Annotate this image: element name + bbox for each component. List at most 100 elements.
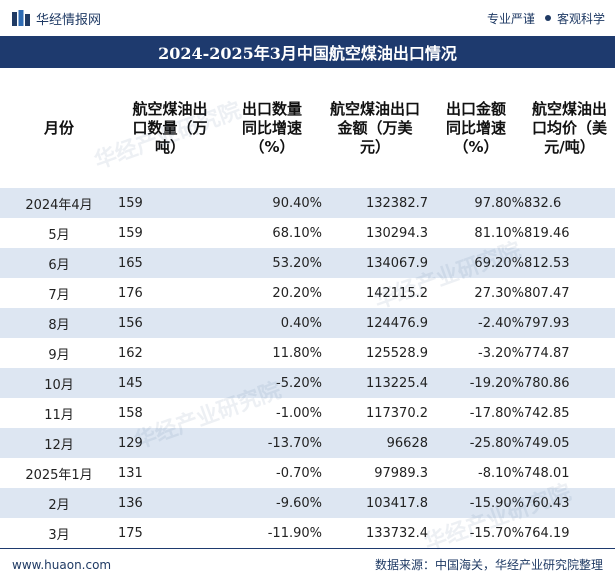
cell-price: 832.6 — [524, 188, 615, 218]
cell-quantity: 159 — [118, 218, 222, 248]
cell-quantity-yoy: -9.60% — [222, 488, 322, 518]
cell-month: 8月 — [0, 308, 118, 338]
table-row: 2024年4月 159 90.40% 132382.7 97.80% 832.6 — [0, 188, 615, 218]
cell-amount-yoy: -2.40% — [428, 308, 524, 338]
table-row: 10月 145 -5.20% 113225.4 -19.20% 780.86 — [0, 368, 615, 398]
cell-price: 742.85 — [524, 398, 615, 428]
footer: www.huaon.com 数据来源：中国海关，华经产业研究院整理 — [0, 548, 615, 580]
cell-quantity-yoy: 90.40% — [222, 188, 322, 218]
cell-quantity-yoy: -5.20% — [222, 368, 322, 398]
table-row: 6月 165 53.20% 134067.9 69.20% 812.53 — [0, 248, 615, 278]
cell-amount: 103417.8 — [322, 488, 428, 518]
cell-quantity: 175 — [118, 518, 222, 548]
col-header-price: 航空煤油出口均价（美元/吨） — [531, 99, 607, 156]
table-row: 7月 176 20.20% 142115.2 27.30% 807.47 — [0, 278, 615, 308]
cell-amount: 134067.9 — [322, 248, 428, 278]
table-header-row: 月份 航空煤油出口数量（万吨） 出口数量同比增速（%） 航空煤油出口金额（万美元… — [0, 68, 615, 188]
cell-quantity: 158 — [118, 398, 222, 428]
col-header-quantity-yoy: 出口数量同比增速（%） — [241, 99, 302, 156]
cell-amount-yoy: -15.90% — [428, 488, 524, 518]
cell-amount-yoy: -3.20% — [428, 338, 524, 368]
cell-month: 2月 — [0, 488, 118, 518]
cell-amount-yoy: 97.80% — [428, 188, 524, 218]
bullet-icon — [544, 15, 551, 21]
cell-month: 3月 — [0, 518, 118, 548]
col-header-month: 月份 — [43, 118, 74, 137]
table-row: 9月 162 11.80% 125528.9 -3.20% 774.87 — [0, 338, 615, 368]
brand-logo-icon — [12, 10, 30, 26]
cell-quantity: 165 — [118, 248, 222, 278]
col-header-amount: 航空煤油出口金额（万美元） — [330, 99, 421, 156]
col-header-amount-yoy: 出口金额同比增速（%） — [445, 99, 506, 156]
cell-amount: 125528.9 — [322, 338, 428, 368]
cell-amount-yoy: -25.80% — [428, 428, 524, 458]
cell-amount-yoy: 69.20% — [428, 248, 524, 278]
cell-quantity: 162 — [118, 338, 222, 368]
top-bar: 华经情报网 专业严谨 客观科学 — [0, 0, 615, 36]
table-row: 2025年1月 131 -0.70% 97989.3 -8.10% 748.01 — [0, 458, 615, 488]
brand-name: 华经情报网 — [36, 12, 102, 28]
table-row: 11月 158 -1.00% 117370.2 -17.80% 742.85 — [0, 398, 615, 428]
cell-price: 797.93 — [524, 308, 615, 338]
cell-month: 2024年4月 — [0, 188, 118, 218]
cell-quantity-yoy: 11.80% — [222, 338, 322, 368]
cell-price: 819.46 — [524, 218, 615, 248]
page-title: 2024-2025年3月中国航空煤油出口情况 — [0, 36, 615, 68]
cell-amount: 132382.7 — [322, 188, 428, 218]
cell-quantity: 129 — [118, 428, 222, 458]
table-row: 8月 156 0.40% 124476.9 -2.40% 797.93 — [0, 308, 615, 338]
cell-month: 11月 — [0, 398, 118, 428]
cell-amount-yoy: -15.70% — [428, 518, 524, 548]
cell-quantity-yoy: -0.70% — [222, 458, 322, 488]
slogan-right: 客观科学 — [556, 11, 605, 26]
cell-quantity: 176 — [118, 278, 222, 308]
cell-amount-yoy: 27.30% — [428, 278, 524, 308]
cell-quantity-yoy: -1.00% — [222, 398, 322, 428]
cell-amount: 142115.2 — [322, 278, 428, 308]
brand[interactable]: 华经情报网 — [12, 9, 101, 28]
cell-amount: 96628 — [322, 428, 428, 458]
cell-quantity-yoy: 68.10% — [222, 218, 322, 248]
col-header-quantity: 航空煤油出口数量（万吨） — [132, 99, 208, 156]
cell-price: 749.05 — [524, 428, 615, 458]
table-row: 12月 129 -13.70% 96628 -25.80% 749.05 — [0, 428, 615, 458]
table-row: 3月 175 -11.90% 133732.4 -15.70% 764.19 — [0, 518, 615, 548]
cell-quantity: 159 — [118, 188, 222, 218]
slogan: 专业严谨 客观科学 — [487, 10, 605, 27]
cell-quantity: 136 — [118, 488, 222, 518]
cell-month: 2025年1月 — [0, 458, 118, 488]
cell-quantity-yoy: -13.70% — [222, 428, 322, 458]
cell-price: 764.19 — [524, 518, 615, 548]
cell-amount: 113225.4 — [322, 368, 428, 398]
cell-amount-yoy: -8.10% — [428, 458, 524, 488]
cell-quantity: 156 — [118, 308, 222, 338]
cell-price: 812.53 — [524, 248, 615, 278]
cell-amount: 130294.3 — [322, 218, 428, 248]
cell-quantity-yoy: 0.40% — [222, 308, 322, 338]
website-link[interactable]: www.huaon.com — [12, 557, 112, 572]
cell-amount: 133732.4 — [322, 518, 428, 548]
slogan-left: 专业严谨 — [486, 11, 535, 26]
cell-amount: 124476.9 — [322, 308, 428, 338]
cell-quantity: 145 — [118, 368, 222, 398]
cell-price: 760.43 — [524, 488, 615, 518]
data-source: 数据来源：中国海关，华经产业研究院整理 — [374, 558, 603, 572]
cell-month: 12月 — [0, 428, 118, 458]
cell-quantity-yoy: 53.20% — [222, 248, 322, 278]
cell-month: 5月 — [0, 218, 118, 248]
cell-month: 6月 — [0, 248, 118, 278]
cell-price: 807.47 — [524, 278, 615, 308]
data-table: 月份 航空煤油出口数量（万吨） 出口数量同比增速（%） 航空煤油出口金额（万美元… — [0, 68, 615, 548]
cell-month: 10月 — [0, 368, 118, 398]
cell-quantity-yoy: 20.20% — [222, 278, 322, 308]
table-row: 5月 159 68.10% 130294.3 81.10% 819.46 — [0, 218, 615, 248]
cell-price: 780.86 — [524, 368, 615, 398]
cell-month: 9月 — [0, 338, 118, 368]
cell-amount: 117370.2 — [322, 398, 428, 428]
cell-quantity-yoy: -11.90% — [222, 518, 322, 548]
cell-price: 748.01 — [524, 458, 615, 488]
cell-amount-yoy: -19.20% — [428, 368, 524, 398]
cell-amount-yoy: 81.10% — [428, 218, 524, 248]
cell-amount-yoy: -17.80% — [428, 398, 524, 428]
cell-quantity: 131 — [118, 458, 222, 488]
